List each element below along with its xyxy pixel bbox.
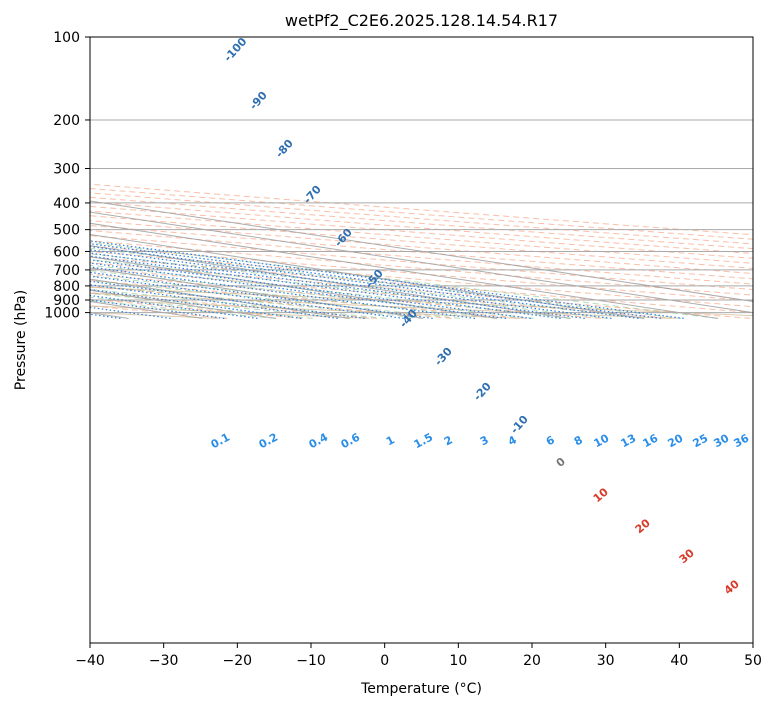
isotherm-line xyxy=(90,200,753,302)
plot-background xyxy=(90,37,753,643)
mixing-ratio-label: 10 xyxy=(592,431,612,450)
dry-adiabat-line xyxy=(90,251,753,308)
y-tick-label: 300 xyxy=(53,161,80,177)
x-tick-label: 0 xyxy=(380,653,389,669)
dry-adiabat-line xyxy=(90,220,753,275)
theta-e-line xyxy=(90,286,753,317)
mixing-ratio-line xyxy=(90,240,684,319)
y-tick-label: 800 xyxy=(53,279,80,295)
mixing-ratio-line xyxy=(90,252,585,319)
isotherm-line xyxy=(90,222,718,319)
x-axis-label: Temperature (°C) xyxy=(360,681,482,697)
x-tick-label: −10 xyxy=(296,653,326,669)
x-tick-label: −40 xyxy=(75,653,105,669)
moist-adiabat-line xyxy=(90,264,571,319)
isotherm-line xyxy=(90,211,753,314)
x-tick-label: −20 xyxy=(223,653,253,669)
mixing-ratio-line xyxy=(90,266,476,319)
isotherm-line xyxy=(90,233,645,319)
y-tick-label: 900 xyxy=(53,293,80,309)
y-tick-label: 600 xyxy=(53,244,80,260)
y-tick-label: 700 xyxy=(53,263,80,279)
x-tick-label: 10 xyxy=(449,653,467,669)
isotherm-line xyxy=(90,267,424,319)
dry-adiabat-line xyxy=(90,201,753,254)
moist-adiabat-line xyxy=(90,275,497,319)
mixing-ratio-line xyxy=(90,262,507,319)
background-lines xyxy=(0,37,753,319)
dry-adiabat-line xyxy=(90,225,753,280)
y-axis-label: Pressure (hPa) xyxy=(13,290,29,390)
mixing-ratio-line xyxy=(90,280,365,319)
dry-adiabat-line xyxy=(90,196,753,250)
plot-frame xyxy=(89,36,754,644)
chart-title: wetPf2_C2E6.2025.128.14.54.R17 xyxy=(285,11,558,31)
isotherm-line xyxy=(90,245,571,319)
isotherm-line xyxy=(0,37,55,318)
y-tick-label: 500 xyxy=(53,223,80,239)
mixing-ratio-label: 16 xyxy=(641,431,661,450)
isotherm-line xyxy=(90,256,497,319)
x-axis-ticks: −40 −30 −20 −10 0 10 20 30 40 50 xyxy=(75,643,762,669)
mixing-ratio-line xyxy=(90,245,639,319)
moist-adiabat-line xyxy=(90,280,461,319)
x-tick-label: 40 xyxy=(670,653,688,669)
mixing-ratio-label: 25 xyxy=(691,432,711,451)
mixing-ratio-label: 13 xyxy=(619,432,639,451)
mixing-ratio-line xyxy=(90,259,531,319)
moist-adiabat-line xyxy=(90,242,718,319)
y-tick-label: 200 xyxy=(53,113,80,129)
x-tick-label: 20 xyxy=(523,653,541,669)
dry-adiabat-line xyxy=(90,215,753,269)
moist-adiabat-line xyxy=(90,284,424,319)
y-tick-label: 400 xyxy=(53,196,80,212)
dry-adiabat-line xyxy=(90,256,753,314)
x-tick-label: 50 xyxy=(744,653,762,669)
y-tick-label: 1000 xyxy=(44,306,80,322)
mixing-ratio-label: 20 xyxy=(666,431,686,450)
theta-e-line xyxy=(90,292,672,319)
mixing-ratio-label: 36 xyxy=(732,431,752,450)
mixing-ratio-line xyxy=(90,255,561,319)
x-tick-label: −30 xyxy=(149,653,179,669)
x-tick-label: 30 xyxy=(597,653,615,669)
mixing-ratio-line xyxy=(90,249,612,319)
y-tick-label: 100 xyxy=(53,30,80,46)
mixing-ratio-label: 30 xyxy=(712,431,732,450)
